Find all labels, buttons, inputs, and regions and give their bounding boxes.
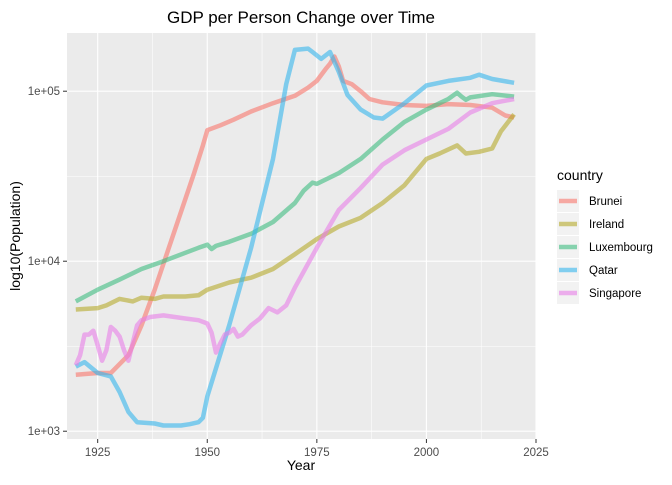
x-tick-label: 1950 [194,447,220,459]
legend-item-luxembourg: Luxembourg [557,236,653,258]
series-line-singapore [73,96,515,366]
legend-label: Brunei [589,196,622,208]
legend-label: Singapore [589,288,641,300]
x-axis: 1925 1950 1975 2000 2025 [85,439,549,459]
x-tick-label: 2000 [414,447,440,459]
legend-item-ireland: Ireland [557,213,624,235]
series-line-ireland [75,113,516,312]
legend: country Brunei Ireland Luxembourg Qatar Sing… [557,167,653,304]
chart-title: GDP per Person Change over Time [167,8,435,27]
y-tick-label: 1e+05 [28,86,60,98]
legend-item-brunei: Brunei [557,190,622,212]
x-tick-label: 1975 [304,447,330,459]
legend-label: Qatar [589,265,618,277]
y-axis: 1e+03 1e+04 1e+05 [28,86,67,438]
y-tick-label: 1e+03 [28,426,60,438]
legend-label: Ireland [589,219,624,231]
legend-item-qatar: Qatar [557,259,618,281]
legend-label: Luxembourg [589,242,653,254]
y-axis-label: log10(Population) [7,181,23,291]
legend-item-singapore: Singapore [557,282,641,304]
series-line-qatar [74,46,515,428]
panel-background [67,33,536,439]
series-layer [73,46,516,428]
series-line-luxembourg [74,90,515,304]
x-axis-label: Year [287,457,316,473]
legend-title: country [557,167,603,183]
x-tick-label: 2025 [523,447,549,459]
y-tick-label: 1e+04 [28,256,61,268]
series-line-brunei [75,54,515,377]
x-tick-label: 1925 [85,447,111,459]
